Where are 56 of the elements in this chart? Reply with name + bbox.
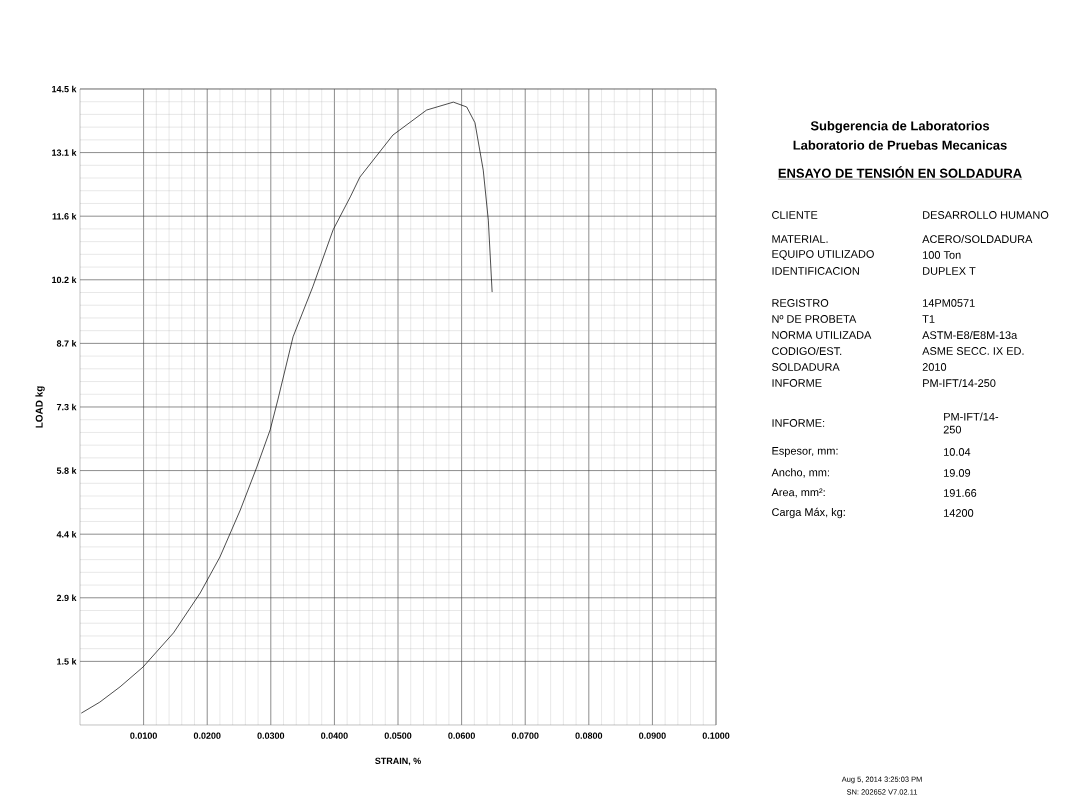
x-tick-label: 0.0600 (448, 732, 475, 739)
text: SOLDADURA (772, 363, 840, 371)
x-tick-label: 0.0800 (575, 732, 603, 739)
text: 19.09 (944, 469, 971, 477)
x-tick-label: 0.0100 (130, 732, 157, 739)
y-tick-label: 4.4 k (56, 530, 77, 538)
x-axis-title: STRAIN, % (375, 757, 421, 766)
text: CLIENTE (772, 211, 818, 219)
x-tick-label: 0.1000 (702, 732, 730, 739)
text: NORMA UTILIZADA (772, 331, 872, 339)
text: Espesor, mm: (772, 447, 838, 457)
text: CODIGO/EST. (772, 346, 842, 356)
text: 14PM0571 (923, 299, 975, 307)
text: INFORME (772, 379, 822, 387)
line-series (80, 101, 493, 714)
text: REGISTRO (772, 299, 829, 307)
text: T1 (922, 315, 935, 323)
text: MATERIAL. (772, 235, 828, 243)
x-tick-label: 0.0700 (511, 732, 539, 739)
text: Area, mm²: (771, 488, 825, 498)
y-tick-label: 1.5 k (57, 658, 77, 665)
y-tick-label: 8.7 k (56, 340, 77, 347)
text: 100 Ton (923, 251, 961, 259)
text: ASTM-E8/E8M-13a (922, 330, 1018, 340)
text: Subgerencia de Laboratorios (810, 120, 990, 134)
y-tick-label: 2.9 k (56, 594, 77, 602)
text: 14200 (944, 509, 974, 517)
text: Ancho, mm: (771, 468, 829, 478)
y-tick-label: 14.5 k (52, 85, 77, 93)
text: PM-IFT/14-250 (943, 412, 999, 434)
y-tick-label: 5.8 k (56, 467, 77, 474)
text: 191.66 (944, 489, 977, 497)
text: ASME SECC. IX ED. (922, 347, 1024, 355)
text: 10.04 (944, 448, 971, 456)
text: DUPLEX T (923, 267, 976, 275)
text: ACERO/SOLDADURA (922, 234, 1033, 244)
x-tick-label: 0.0400 (321, 732, 348, 739)
text: Nº DE PROBETA (772, 315, 857, 323)
text: ENSAYO DE TENSIÓN EN SOLDADURA (778, 166, 1022, 178)
text: Carga Máx, kg: (772, 507, 845, 519)
y-axis-title: LOAD kg (35, 386, 45, 428)
x-tick-label: 0.0200 (193, 732, 221, 739)
x-tick-label: 0.0300 (257, 732, 285, 739)
text: INFORME: (772, 419, 825, 427)
text: PM-IFT/14-250 (923, 378, 996, 388)
text: IDENTIFICACION (772, 267, 859, 275)
y-tick-label: 13.1 k (52, 149, 77, 156)
text: 2010 (922, 363, 947, 371)
x-tick-label: 0.0500 (384, 732, 412, 739)
y-tick-label: 10.2 k (52, 276, 77, 284)
text: Laboratorio de Pruebas Mecanicas (793, 140, 1007, 150)
y-tick-label: 11.6 k (52, 212, 77, 220)
text: EQUIPO UTILIZADO (772, 250, 874, 260)
text: DESARROLLO HUMANO (923, 211, 1049, 219)
y-tick-label: 7.3 k (56, 403, 77, 411)
x-tick-label: 0.0900 (639, 732, 666, 739)
